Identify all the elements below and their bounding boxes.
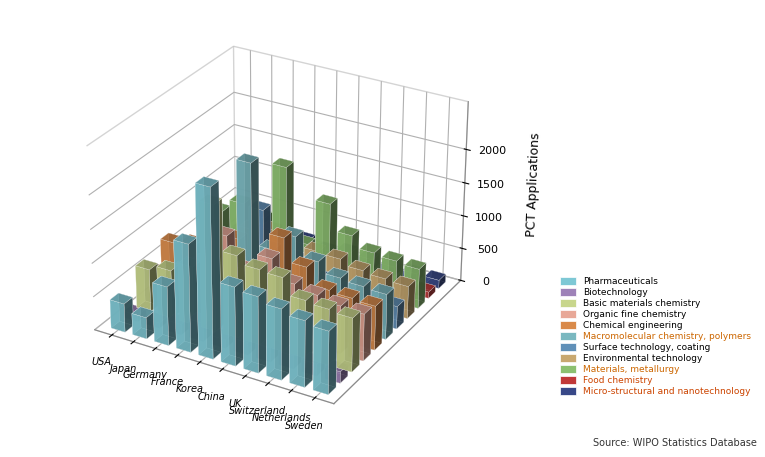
Legend: Pharmaceuticals, Biotechnology, Basic materials chemistry, Organic fine chemistr: Pharmaceuticals, Biotechnology, Basic ma… [558,276,753,398]
Text: Source: WIPO Statistics Database: Source: WIPO Statistics Database [594,438,757,448]
